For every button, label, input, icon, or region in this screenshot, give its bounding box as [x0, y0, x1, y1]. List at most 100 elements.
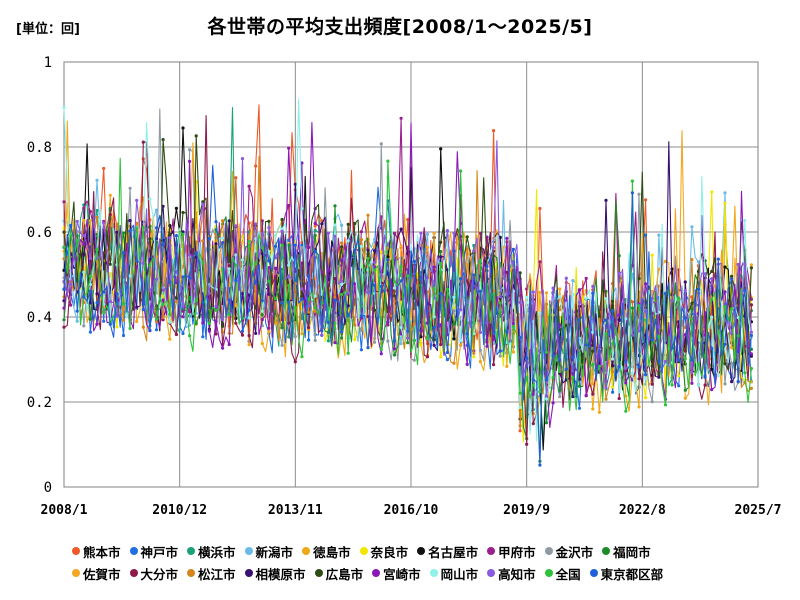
y-tick-label: 1	[44, 55, 52, 71]
legend-marker	[244, 569, 253, 577]
data-point	[161, 298, 165, 302]
data-point	[141, 140, 145, 144]
legend-label: 佐賀市	[83, 566, 121, 582]
data-point	[597, 349, 602, 354]
data-point	[637, 377, 641, 381]
data-point	[102, 290, 106, 294]
data-point	[102, 319, 106, 323]
data-point	[544, 421, 549, 425]
data-point	[644, 377, 648, 381]
data-point	[749, 266, 754, 270]
data-point	[260, 219, 264, 223]
data-point	[141, 325, 145, 329]
data-point	[392, 347, 397, 351]
legend-marker	[487, 569, 496, 577]
legend-marker	[314, 569, 323, 577]
data-point	[102, 166, 106, 171]
data-point	[75, 319, 79, 323]
data-point	[280, 301, 284, 305]
data-point	[452, 306, 456, 310]
data-point	[571, 395, 575, 399]
data-point	[511, 247, 515, 251]
legend-item: 名古屋市	[417, 542, 478, 561]
data-point	[710, 297, 714, 301]
data-point	[505, 292, 509, 296]
data-point	[452, 322, 456, 326]
data-point	[392, 286, 397, 290]
data-point	[373, 249, 377, 253]
legend-row: 熊本市 神戸市 横浜市 新潟市 徳島市 奈良市 名古屋市 甲府市 金沢市 福岡市	[72, 540, 762, 562]
legend-item: 松江市	[187, 564, 236, 583]
data-point	[749, 263, 754, 267]
data-point	[161, 288, 165, 292]
data-point	[538, 290, 542, 294]
data-point	[749, 366, 754, 371]
data-point	[604, 386, 608, 390]
data-point	[108, 262, 112, 266]
data-point	[62, 318, 66, 322]
data-point	[650, 400, 654, 404]
data-point	[406, 336, 410, 340]
data-point	[194, 298, 198, 302]
y-tick-label: 0.8	[27, 140, 52, 156]
data-point	[287, 300, 291, 304]
data-point	[723, 342, 727, 346]
legend-marker	[544, 569, 553, 577]
data-point	[710, 367, 714, 371]
data-point	[439, 240, 443, 244]
data-point	[260, 252, 264, 256]
legend-marker	[359, 547, 368, 555]
data-point	[683, 289, 687, 293]
data-point	[293, 182, 297, 186]
data-point	[234, 176, 238, 180]
data-point	[88, 219, 92, 223]
data-point	[320, 270, 324, 274]
data-point	[577, 406, 582, 410]
data-point	[379, 284, 383, 288]
data-point	[214, 332, 218, 336]
data-point	[432, 343, 436, 347]
data-point	[333, 204, 337, 208]
data-point	[406, 274, 410, 278]
data-point	[492, 337, 496, 341]
data-point	[148, 249, 152, 253]
data-point	[650, 290, 654, 294]
data-point	[174, 296, 178, 300]
data-point	[168, 280, 172, 284]
data-point	[346, 313, 350, 318]
data-point	[88, 317, 92, 321]
legend-label: 高知市	[498, 566, 536, 582]
data-point	[710, 277, 714, 281]
data-point	[749, 352, 754, 356]
data-point	[108, 322, 112, 326]
data-point	[366, 290, 370, 294]
data-point	[240, 291, 245, 296]
data-point	[340, 282, 344, 287]
legend-marker	[187, 569, 196, 577]
y-tick-label: 0.2	[27, 395, 52, 411]
data-point	[657, 372, 661, 376]
data-point	[366, 248, 370, 252]
data-point	[452, 231, 456, 235]
data-point	[300, 355, 304, 359]
x-tick-label: 2025/7	[735, 503, 782, 518]
data-point	[683, 357, 687, 361]
legend-marker	[429, 569, 438, 577]
data-point	[188, 148, 192, 152]
data-point	[730, 274, 734, 278]
data-point	[333, 234, 337, 238]
legend-label: 甲府市	[498, 544, 536, 560]
data-point	[82, 234, 86, 238]
data-point	[62, 200, 66, 204]
data-point	[604, 332, 608, 336]
x-tick-label: 2013/11	[268, 503, 323, 518]
x-tick-label: 2019/9	[503, 503, 550, 518]
data-point	[135, 265, 139, 269]
data-point	[459, 339, 463, 343]
data-point	[221, 236, 225, 240]
data-point	[749, 303, 754, 307]
data-point	[392, 254, 397, 258]
data-point	[181, 331, 185, 336]
data-point	[254, 306, 258, 310]
data-point	[406, 218, 410, 222]
